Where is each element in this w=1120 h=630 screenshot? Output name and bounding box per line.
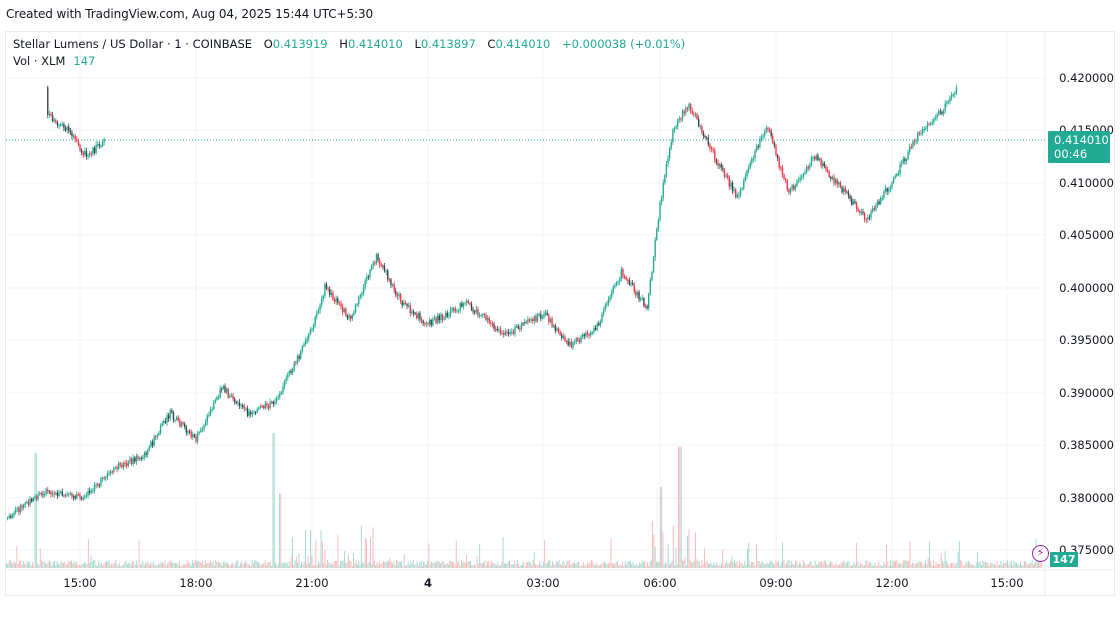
volume-value: 147	[73, 54, 96, 68]
high-value: 0.414010	[347, 37, 403, 51]
y-tick: 0.390000	[1059, 386, 1114, 400]
open-label: O	[263, 37, 273, 51]
volume-tag: 147	[1050, 552, 1078, 567]
legend-row-volume: Vol · XLM 147	[13, 53, 685, 70]
x-tick: 15:00	[990, 576, 1024, 590]
volume-bars	[6, 433, 1042, 568]
x-tick: 12:00	[875, 576, 909, 590]
x-tick: 03:00	[526, 576, 560, 590]
legend-symbol[interactable]: Stellar Lumens / US Dollar · 1 · COINBAS…	[13, 37, 253, 51]
close-value: 0.414010	[495, 37, 551, 51]
x-tick: 09:00	[759, 576, 793, 590]
y-tick: 0.400000	[1059, 281, 1114, 295]
high-label: H	[339, 37, 348, 51]
y-tick: 0.395000	[1059, 333, 1114, 347]
chart-legend: Stellar Lumens / US Dollar · 1 · COINBAS…	[13, 36, 685, 70]
x-tick: 21:00	[295, 576, 329, 590]
low-value: 0.413897	[420, 37, 476, 51]
x-tick: 15:00	[63, 576, 97, 590]
grid-horizontal	[6, 77, 1045, 551]
y-tick: 0.420000	[1059, 71, 1114, 85]
legend-row-price: Stellar Lumens / US Dollar · 1 · COINBAS…	[13, 36, 685, 53]
volume-label[interactable]: Vol · XLM	[13, 54, 66, 68]
close-label: C	[487, 37, 496, 51]
price-candles	[6, 84, 958, 521]
x-tick-day: 4	[423, 576, 433, 590]
y-tick: 0.410000	[1059, 176, 1114, 190]
y-tick: 0.380000	[1059, 491, 1114, 505]
low-label: L	[414, 37, 421, 51]
bar-countdown: 00:46	[1054, 147, 1088, 161]
chart-credit: Created with TradingView.com, Aug 04, 20…	[6, 7, 374, 21]
lightning-icon[interactable]: ⚡︎	[1032, 545, 1049, 562]
grid-vertical	[79, 32, 1008, 570]
y-tick: 0.405000	[1059, 228, 1114, 242]
change-value: +0.000038 (+0.01%)	[561, 37, 686, 51]
y-tick: 0.385000	[1059, 438, 1114, 452]
chart-frame[interactable]	[5, 31, 1115, 596]
open-value: 0.413919	[272, 37, 328, 51]
x-tick: 18:00	[179, 576, 213, 590]
last-price-tag: 0.414010 00:46	[1048, 131, 1110, 163]
x-tick: 06:00	[643, 576, 677, 590]
last-price-value: 0.414010	[1054, 133, 1109, 147]
